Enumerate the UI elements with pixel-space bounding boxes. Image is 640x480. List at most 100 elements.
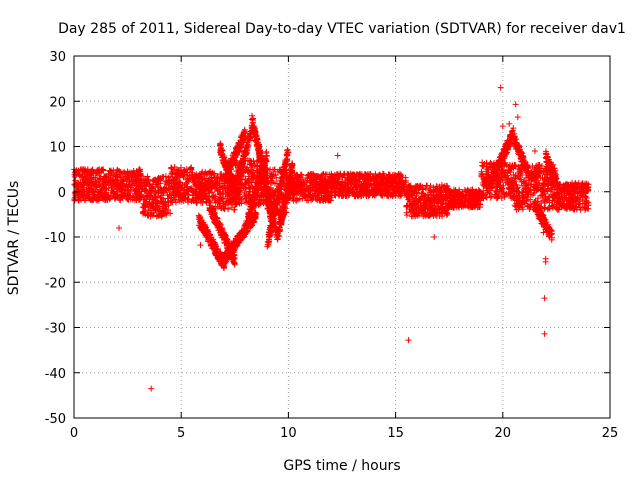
data-point [358,180,365,187]
data-point [342,192,349,199]
data-point [117,174,124,181]
data-point [107,195,114,202]
data-point [409,192,416,199]
data-point [147,189,154,196]
data-point [101,174,108,181]
data-point [493,195,500,202]
data-point [127,193,134,200]
data-point [473,191,480,198]
data-point [119,193,126,200]
data-point [168,183,175,190]
data-point [361,186,368,193]
data-point [242,185,249,192]
data-point [484,174,491,181]
data-point [434,202,441,209]
data-point [112,194,119,201]
data-point [356,187,363,194]
data-point [172,191,179,198]
data-point [299,187,306,194]
data-point [426,202,433,209]
data-point [410,205,417,212]
data-point [150,203,157,210]
data-point [163,212,170,219]
data-point [135,189,142,196]
data-point [305,197,312,204]
data-point [228,204,235,211]
data-point [136,166,143,173]
data-point [215,203,222,210]
data-point [309,186,316,193]
data-point [403,209,410,216]
data-point [430,207,437,214]
data-point [150,185,157,192]
data-point [370,174,377,181]
data-point [402,179,409,186]
data-point [364,183,371,190]
data-point [145,177,152,184]
data-point [328,192,335,199]
data-point [187,166,194,173]
data-point [215,198,222,205]
data-point [214,188,221,195]
data-point [366,174,373,181]
data-point [332,189,339,196]
data-point [124,187,131,194]
data-point [412,200,419,207]
data-point [350,173,357,180]
data-point [392,185,399,192]
data-point [124,171,131,178]
data-point [450,204,457,211]
data-point [128,184,135,191]
data-point [225,189,232,196]
data-point [211,197,218,204]
data-point [143,175,150,182]
data-point [289,195,296,202]
data-point [86,187,93,194]
data-point [312,182,319,189]
data-point [190,175,197,182]
data-point [316,173,323,180]
grid [74,56,610,418]
data-point [431,200,438,207]
data-point [167,210,174,217]
data-point [426,186,433,193]
data-point [160,203,167,210]
data-point [378,186,385,193]
data-point [120,169,127,176]
data-point [183,175,190,182]
data-point [141,179,148,186]
data-point [184,191,191,198]
data-point [430,212,437,219]
data-point [362,178,369,185]
data-point [100,184,107,191]
data-point [436,183,443,190]
data-point [300,191,307,198]
data-point [138,181,145,188]
data-point [314,197,321,204]
data-point [356,171,363,178]
data-point [159,207,166,214]
data-point [119,182,126,189]
data-point [502,169,509,176]
data-point [221,205,228,212]
data-point [197,173,204,180]
data-point [93,179,100,186]
data-point [106,196,113,203]
data-point [420,186,427,193]
data-point [383,186,390,193]
data-point [371,180,378,187]
data-point [452,191,459,198]
data-point [427,183,434,190]
data-point [419,189,426,196]
data-point [165,207,172,214]
data-point [380,174,387,181]
data-point [273,174,280,181]
data-point [139,209,146,216]
data-point [488,193,495,200]
data-point [191,172,198,179]
data-point [307,193,314,200]
data-point [353,181,360,188]
data-point [95,197,102,204]
data-point [361,171,368,178]
data-point [177,164,184,171]
